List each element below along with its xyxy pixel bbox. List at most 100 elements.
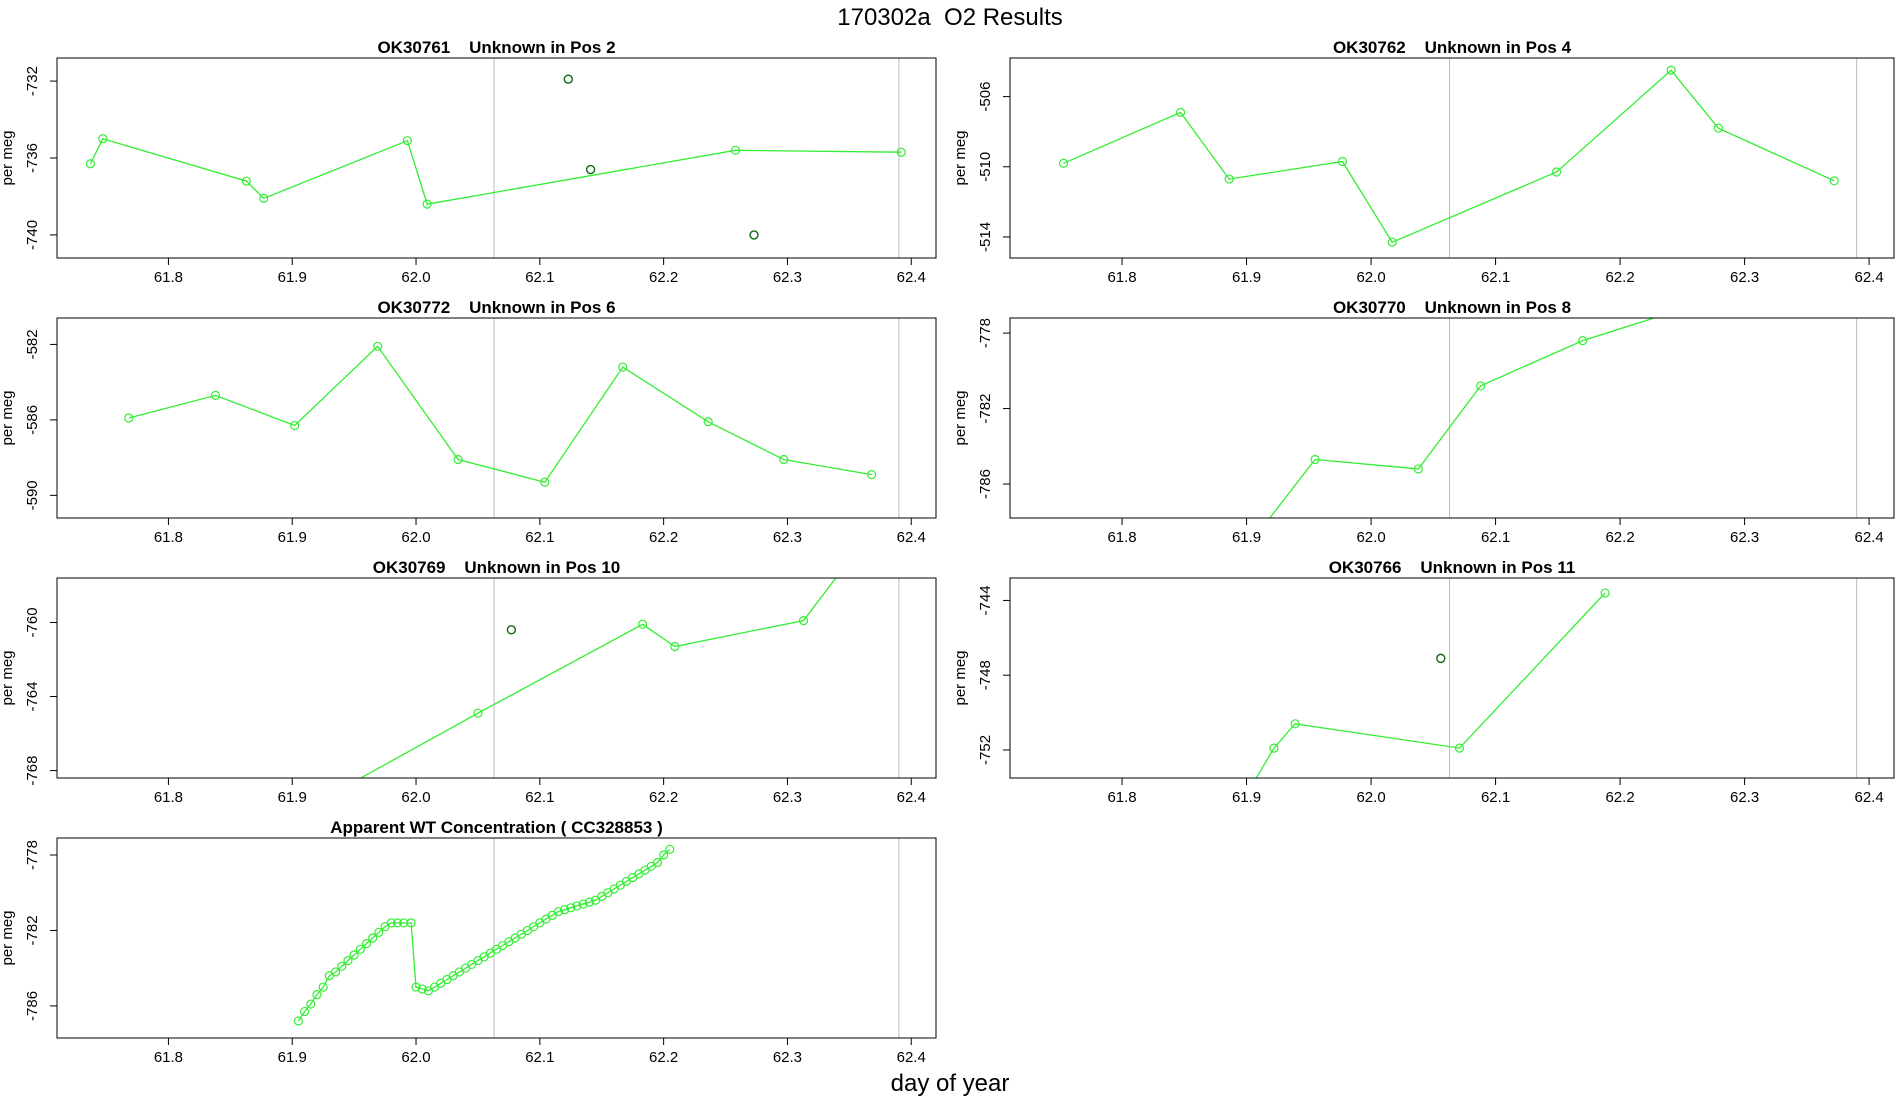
plot-frame [1009,317,1895,519]
panel-5: OK30769 Unknown in Pos 10 per meg 61.8 61.9… [0,507,937,806]
y-tick-label: -760 [24,607,41,637]
panel-title: OK30766 Unknown in Pos 11 [1329,558,1576,577]
data-point [1168,640,1176,648]
data-point [1180,895,1188,903]
x-tick-label: 62.1 [525,789,554,806]
x-tick-label: 61.8 [154,1049,183,1066]
data-point [293,1016,304,1026]
data-point [1600,588,1610,598]
x-tick-label: 62.0 [1356,529,1385,546]
panel-title: OK30761 Unknown in Pos 2 [377,38,615,57]
x-tick-label: 61.9 [278,1049,307,1066]
x-tick-label: 62.2 [649,269,678,286]
x-tick-label: 62.3 [1730,789,1759,806]
x-tick-label: 61.9 [1232,529,1261,546]
x-tick-label: 62.1 [1481,789,1510,806]
data-point [566,903,576,913]
plot-area [1168,293,1724,648]
x-tick-label: 61.8 [154,789,183,806]
y-tick-label: -736 [24,143,41,173]
y-tick-label: -506 [977,82,994,112]
data-point [85,159,96,169]
panel-7: Apparent WT Concentration ( CC328853 ) pe… [0,818,937,1066]
data-point [1269,743,1279,753]
data-point [300,1006,310,1017]
x-tick-label: 61.9 [278,529,307,546]
x-tick-label: 62.1 [525,529,554,546]
y-tick-label: -586 [24,405,41,435]
y-tick-label: -514 [977,222,994,252]
y-tick-label: -778 [24,840,41,870]
data-point [1551,167,1562,177]
data-point [374,927,384,937]
x-tick-label: 62.4 [1854,269,1883,286]
data-point [373,341,383,351]
data-point [665,844,675,854]
x-tick-label: 62.4 [897,269,926,286]
y-tick-label: -590 [24,480,41,510]
y-axis-label: per meg [0,130,16,185]
y-axis-label: per meg [952,650,969,705]
x-tick-label: 62.3 [773,269,802,286]
y-axis-label: per meg [952,390,969,445]
y-tick-label: -768 [24,756,41,786]
y-tick-label: -748 [977,660,994,690]
data-point [417,984,427,994]
series-line [128,345,872,483]
x-tick-label: 62.3 [773,789,802,806]
data-point [1387,237,1397,247]
x-tick-label: 62.3 [773,1049,802,1066]
plot-frame [56,57,937,259]
data-point [798,615,809,626]
x-tick-label: 62.2 [649,1049,678,1066]
y-tick-label: -782 [24,915,41,945]
x-tick-label: 62.1 [525,1049,554,1066]
data-point [406,918,416,928]
x-tick-label: 62.0 [401,1049,430,1066]
outlier-point [585,164,596,175]
outlier-point [563,74,574,84]
data-point [1713,123,1724,133]
x-tick-label: 62.3 [1730,529,1759,546]
x-tick-label: 62.0 [1356,269,1385,286]
data-point [306,999,316,1009]
x-tick-label: 61.9 [278,269,307,286]
x-tick-label: 62.2 [1605,789,1634,806]
x-tick-label: 62.1 [525,269,554,286]
data-point [411,982,421,992]
x-tick-label: 62.0 [401,269,430,286]
x-tick-label: 62.4 [1854,789,1883,806]
data-point [670,641,680,652]
data-point [652,857,663,868]
data-point [659,850,669,860]
x-tick-label: 62.4 [1854,529,1883,546]
x-tick-label: 61.9 [1232,269,1261,286]
data-point [290,420,300,431]
data-point [386,918,396,928]
data-point [1454,743,1465,753]
data-point [618,362,628,372]
data-point [553,906,564,917]
data-point [1413,464,1423,474]
plot-area [1058,65,1839,247]
data-point [1716,293,1724,301]
data-point [1829,176,1839,186]
data-point [867,470,877,480]
panel-6: OK30766 Unknown in Pos 11 per meg 61.8 61.9… [952,558,1895,903]
data-point [882,507,890,515]
x-tick-label: 62.4 [897,529,926,546]
series-line [297,848,671,1022]
data-point [779,454,789,465]
y-tick-label: -782 [977,394,994,424]
panel-title: OK30762 Unknown in Pos 4 [1333,38,1572,57]
y-axis-label: per meg [952,130,969,185]
y-tick-label: -732 [24,66,41,96]
x-tick-label: 61.9 [1232,789,1261,806]
data-point [241,176,252,186]
x-tick-label: 62.0 [401,529,430,546]
x-tick-label: 61.9 [278,789,307,806]
series-line [89,138,902,205]
x-tick-label: 62.2 [649,789,678,806]
data-point [1175,107,1186,117]
